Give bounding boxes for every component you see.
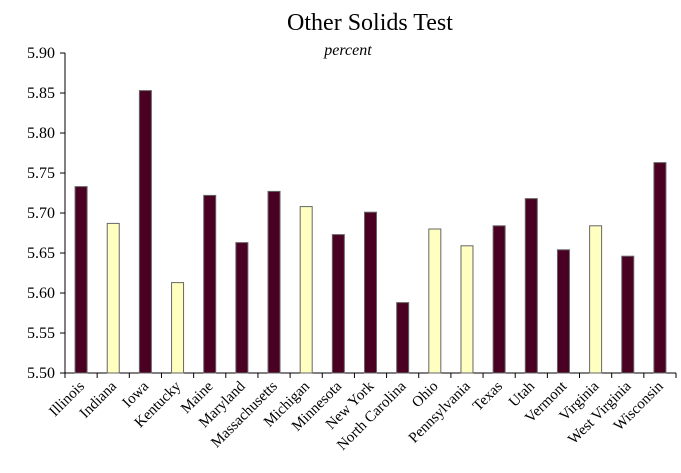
bar [653, 162, 667, 374]
bar [138, 90, 152, 374]
chart-title: Other Solids Test [287, 10, 453, 36]
y-tick-label: 5.85 [27, 85, 55, 102]
y-tick-label: 5.70 [27, 205, 55, 222]
bar [364, 211, 377, 374]
bar [428, 228, 442, 374]
bar [235, 242, 249, 374]
y-tick-label: 5.50 [27, 365, 55, 382]
y-tick-label: 5.80 [27, 125, 55, 142]
x-tick-label: Indiana [77, 378, 120, 421]
bar [74, 186, 88, 374]
bar [460, 245, 474, 374]
bar [621, 255, 635, 374]
y-tick-label: 5.75 [27, 165, 55, 182]
bar [589, 225, 603, 374]
bar [267, 190, 281, 374]
y-tick-label: 5.60 [27, 285, 55, 302]
bar [203, 194, 217, 374]
y-tick-label: 5.90 [27, 45, 55, 62]
bar [524, 198, 538, 374]
bar [171, 282, 185, 374]
y-tick-label: 5.65 [27, 245, 55, 262]
x-tick-label: Texas [470, 378, 506, 414]
bar [492, 225, 506, 374]
bar [331, 234, 345, 374]
bar [556, 249, 570, 374]
bar [396, 302, 410, 374]
y-tick-label: 5.55 [27, 325, 55, 342]
chart-subtitle: percent [323, 42, 372, 59]
bar [106, 222, 120, 374]
bar [299, 206, 313, 374]
